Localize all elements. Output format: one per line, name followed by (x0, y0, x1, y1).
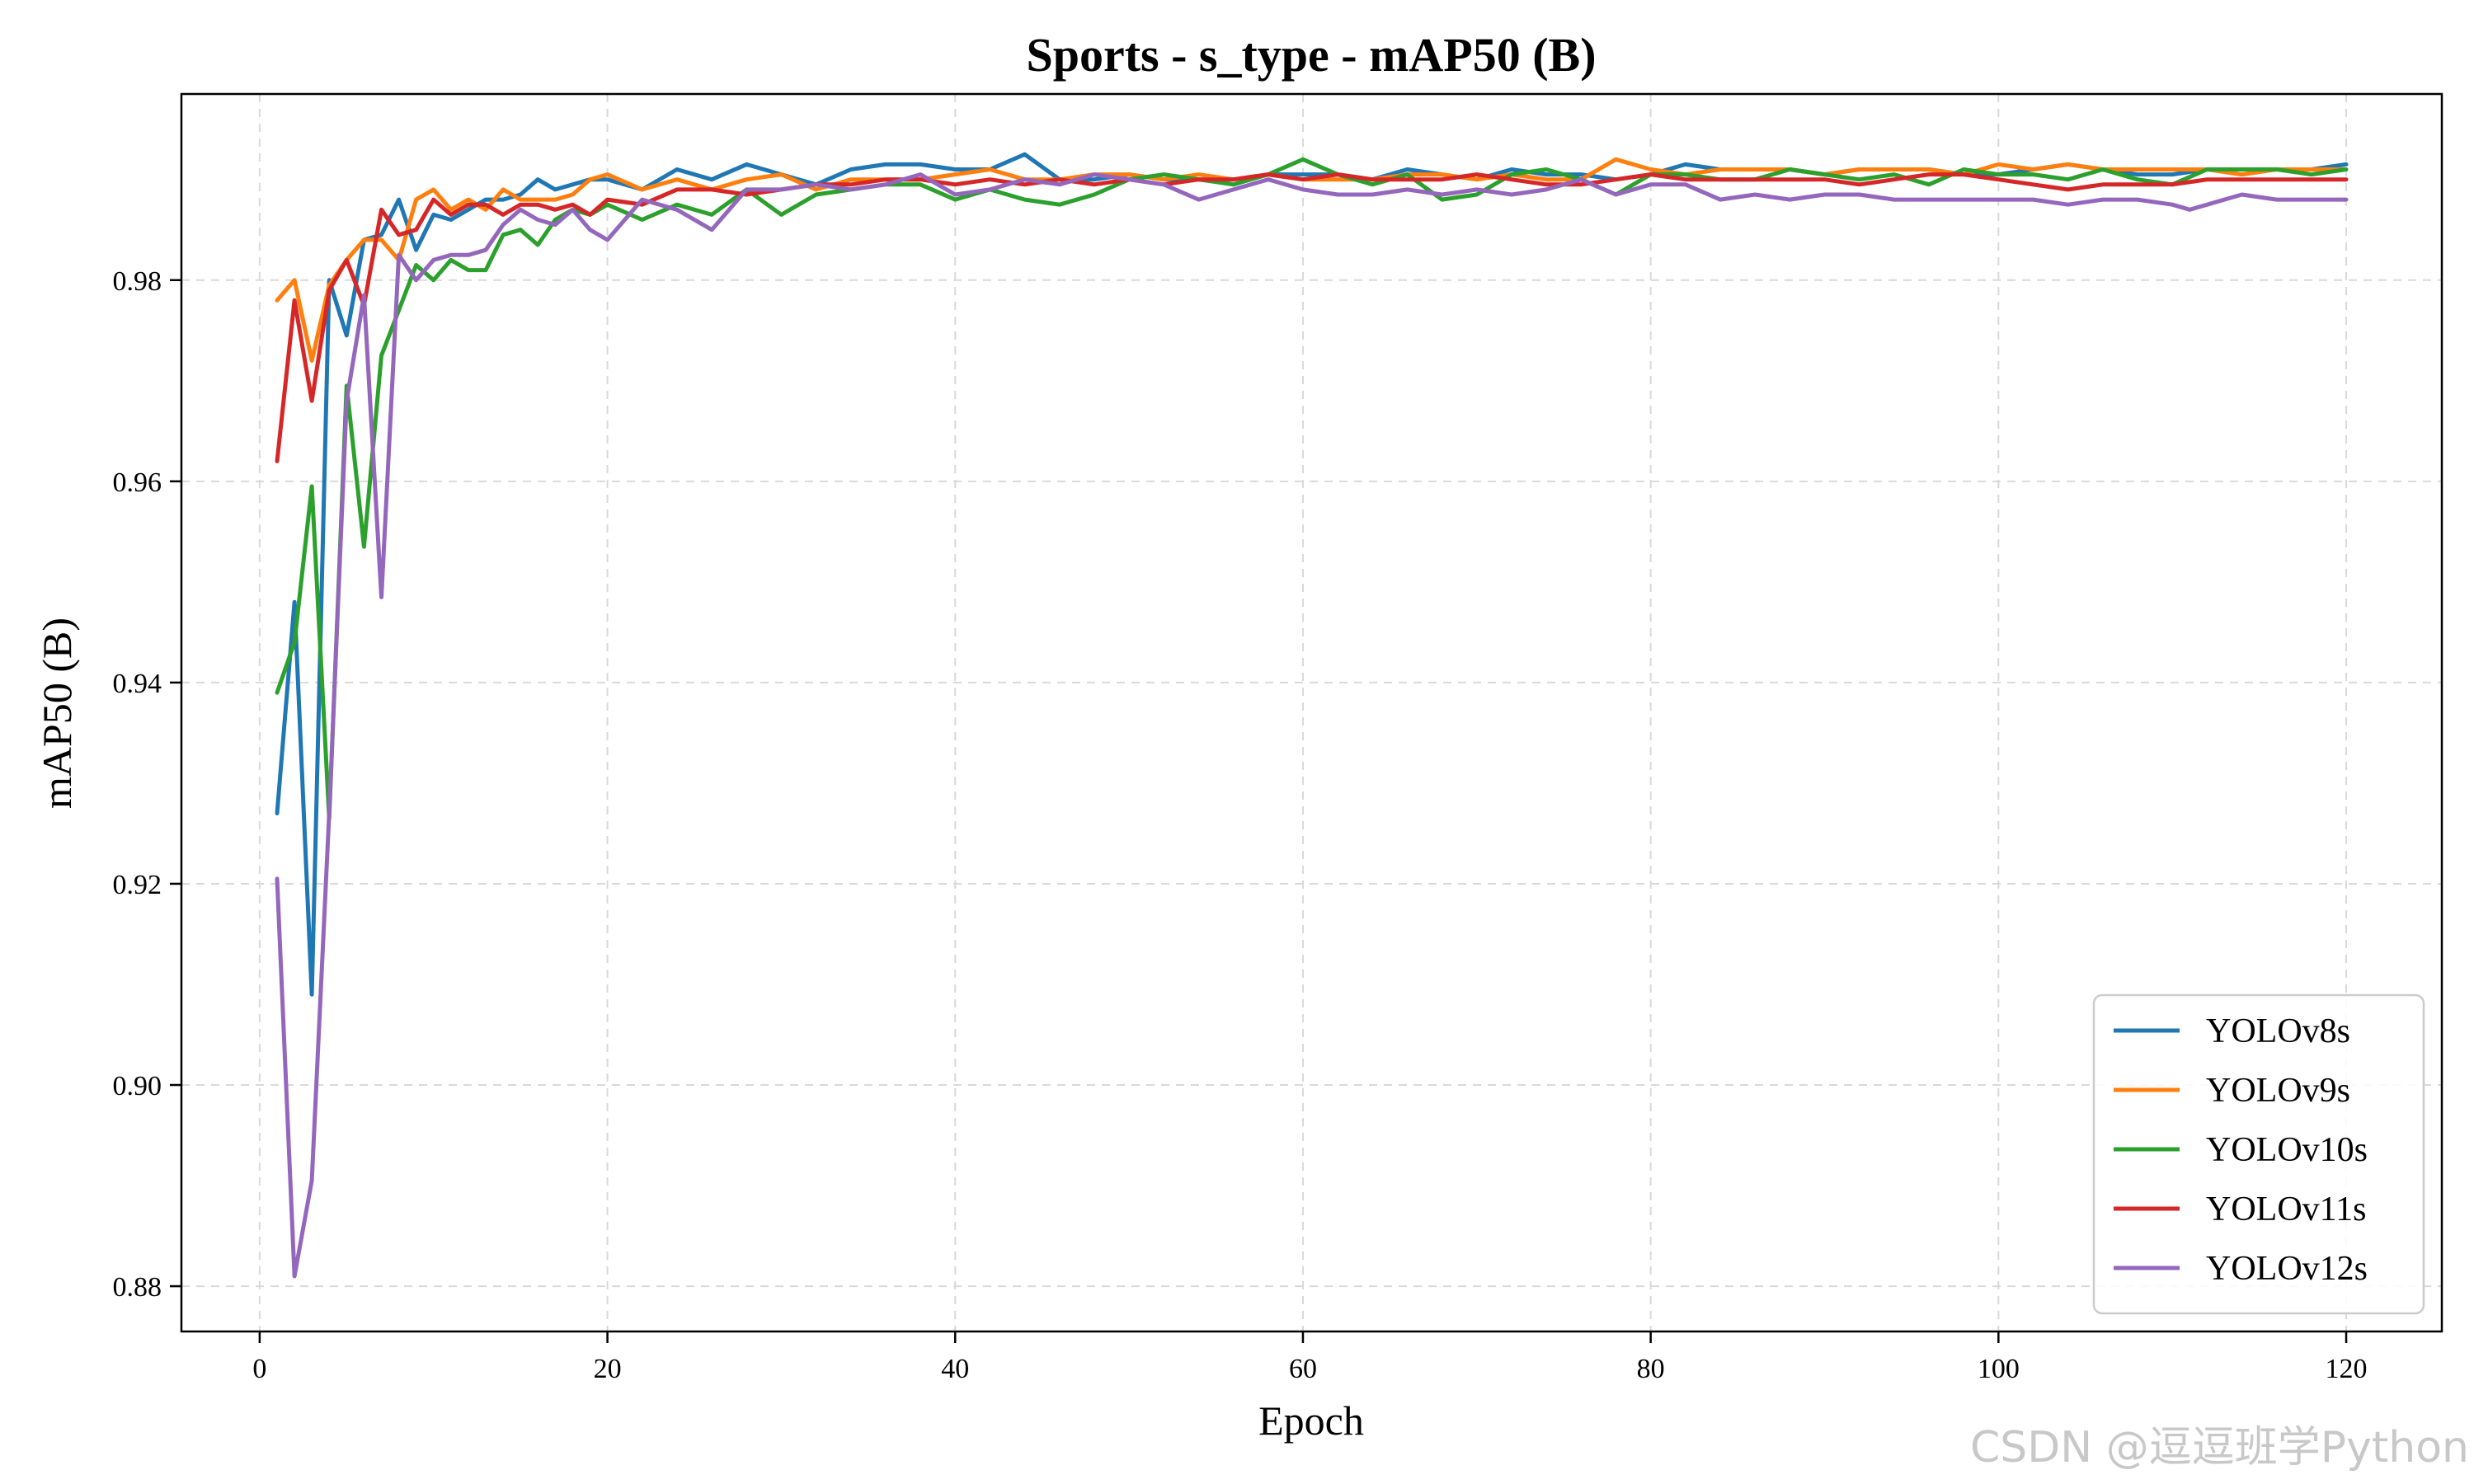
series-line-yolov12s (275, 172, 2349, 1279)
legend-box (2092, 993, 2425, 1315)
x-tick-label: 60 (1289, 1354, 1317, 1384)
legend: YOLOv8s YOLOv9s YOLOv10s YOLOv11s YOLOv12s (2092, 993, 2425, 1315)
y-tick-label: 0.96 (113, 467, 162, 498)
y-tick-label: 0.88 (113, 1272, 162, 1303)
x-tick-label: 120 (2326, 1354, 2368, 1384)
x-tick-label: 40 (941, 1354, 969, 1384)
x-tick-label: 20 (594, 1354, 622, 1384)
legend-label: YOLOv10s (2206, 1131, 2368, 1169)
legend-label: YOLOv9s (2206, 1072, 2350, 1110)
legend-label: YOLOv12s (2206, 1250, 2368, 1288)
y-axis-label: mAP50 (B) (34, 618, 80, 809)
series-line-yolov10s (275, 157, 2349, 821)
x-axis-label: Epoch (1258, 1397, 1364, 1444)
y-tick-label: 0.90 (113, 1071, 162, 1101)
watermark: CSDN @逗逗班学Python (1969, 1423, 2469, 1472)
legend-label: YOLOv8s (2206, 1012, 2350, 1050)
y-tick-label: 0.98 (113, 266, 162, 297)
plot-frame (180, 92, 2443, 1333)
series-lines (275, 152, 2349, 1279)
x-tick-label: 80 (1637, 1354, 1665, 1384)
x-tick-label: 100 (1978, 1354, 2020, 1384)
y-tick-label: 0.94 (113, 669, 162, 699)
legend-label: YOLOv11s (2206, 1190, 2366, 1228)
x-tick-label: 0 (252, 1354, 266, 1384)
chart-title: Sports - s_type - mAP50 (B) (1026, 28, 1596, 82)
axis-ticks: 0 20 40 60 80 100 120 0.88 0.90 0.92 0.94 0.96 0.98 (113, 266, 2368, 1384)
y-tick-label: 0.92 (113, 870, 162, 900)
